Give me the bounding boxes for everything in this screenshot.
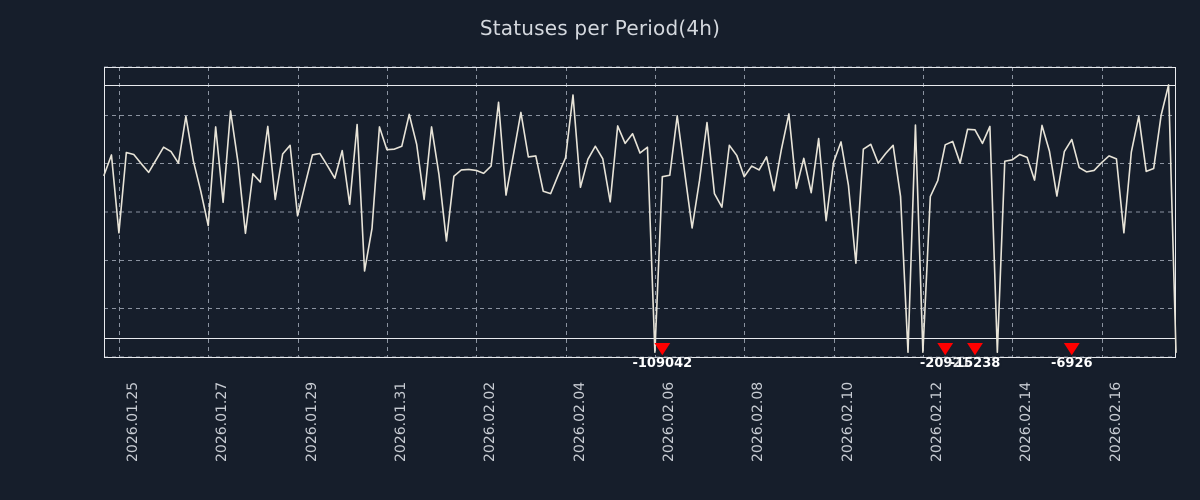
annotation-marker [1063,342,1080,356]
annotation-marker [937,342,954,356]
x-axis-tick-label: 2026.02.08 [750,381,767,462]
annotation-marker [654,342,671,356]
x-axis-tick-label: 2026.01.25 [124,381,141,462]
x-axis-tick-label: 2026.02.10 [839,381,856,462]
annotation-marker [967,342,983,356]
x-axis-tick-label: 2026.02.16 [1107,381,1124,462]
plot-frame [104,67,1176,358]
x-axis-tick-label: 2026.01.29 [303,381,320,462]
annotation-markers [654,342,1080,356]
data-series-line [103,84,1177,353]
x-axis-tick-label: 2026.02.04 [571,381,588,462]
x-axis-tick-label: 2026.01.31 [392,381,409,462]
x-axis-tick-label: 2026.02.06 [660,381,677,462]
x-axis-tick-label: 2026.02.02 [482,381,499,462]
x-axis-tick-label: 2026.01.27 [214,381,231,462]
chart-title: Statuses per Period(4h) [479,16,721,40]
grid-lines [104,66,1176,358]
x-axis-tick-label: 2026.02.14 [1018,381,1035,462]
x-axis-tick-label: 2026.02.12 [928,381,945,462]
